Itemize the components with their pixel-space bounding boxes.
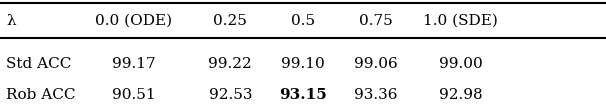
Text: 0.25: 0.25 xyxy=(213,14,247,28)
Text: Std ACC: Std ACC xyxy=(6,57,72,71)
Text: 0.75: 0.75 xyxy=(359,14,393,28)
Text: 93.15: 93.15 xyxy=(279,88,327,102)
Text: 0.5: 0.5 xyxy=(291,14,315,28)
Text: 93.36: 93.36 xyxy=(354,88,398,102)
Text: 90.51: 90.51 xyxy=(112,88,155,102)
Text: 99.00: 99.00 xyxy=(439,57,482,71)
Text: 99.22: 99.22 xyxy=(208,57,252,71)
Text: 0.0 (ODE): 0.0 (ODE) xyxy=(95,14,172,28)
Text: 99.06: 99.06 xyxy=(354,57,398,71)
Text: 1.0 (SDE): 1.0 (SDE) xyxy=(423,14,498,28)
Text: Rob ACC: Rob ACC xyxy=(6,88,76,102)
Text: 99.17: 99.17 xyxy=(112,57,155,71)
Text: 92.98: 92.98 xyxy=(439,88,482,102)
Text: 99.10: 99.10 xyxy=(281,57,325,71)
Text: 92.53: 92.53 xyxy=(208,88,252,102)
Text: λ: λ xyxy=(6,14,16,28)
